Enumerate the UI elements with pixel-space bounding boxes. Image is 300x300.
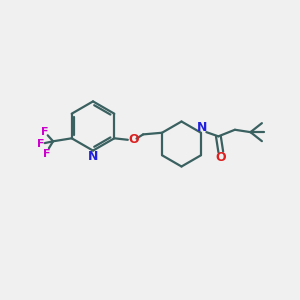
Text: F: F <box>37 139 44 149</box>
Text: N: N <box>197 121 208 134</box>
Text: O: O <box>215 152 226 164</box>
Text: F: F <box>43 148 50 159</box>
Text: N: N <box>88 149 98 163</box>
Text: O: O <box>128 133 139 146</box>
Text: F: F <box>41 127 48 137</box>
